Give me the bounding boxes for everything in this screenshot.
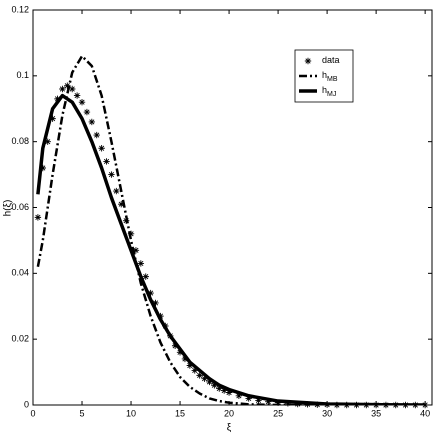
x-tick-label: 0 [30, 408, 35, 418]
data-point [147, 289, 154, 297]
data-point [127, 230, 135, 238]
legend-label-name: data [322, 55, 340, 65]
x-tick-label: 10 [126, 408, 136, 418]
data-point [265, 398, 272, 405]
x-tick-label: 35 [371, 408, 381, 418]
x-tick-label: 15 [175, 408, 185, 418]
data-point [191, 367, 198, 374]
legend-label-subscript: MB [327, 76, 338, 83]
data-point [201, 375, 208, 382]
y-axis-title: h(ξ) [3, 200, 14, 217]
legend-label-subscript: MJ [327, 91, 336, 98]
series-line [36, 93, 426, 405]
data-point [216, 385, 223, 392]
data-point [181, 355, 189, 363]
data-point [64, 82, 71, 89]
data-point [294, 400, 301, 408]
legend-symbol [304, 57, 312, 65]
data-point [421, 401, 429, 409]
data-point [152, 299, 159, 307]
data-point [113, 187, 120, 195]
data-point [235, 392, 243, 399]
data-point [225, 389, 233, 396]
data-point [93, 131, 100, 139]
data-point [211, 382, 218, 389]
y-tick-label: 0.04 [11, 268, 29, 278]
y-tick-label: 0.08 [11, 136, 29, 146]
x-tick-label: 25 [273, 408, 283, 418]
legend-label: hMB [322, 70, 338, 82]
x-axis-title: ξ [227, 423, 232, 434]
data-point [49, 115, 56, 122]
x-tick-label: 30 [322, 408, 332, 418]
data-point [78, 98, 86, 106]
y-tick-label: 0.12 [11, 4, 29, 14]
data-point [73, 92, 81, 99]
data-point [186, 362, 194, 369]
data-point [34, 214, 42, 221]
data-point [83, 108, 91, 116]
y-tick-label: 0.02 [11, 334, 29, 344]
data-point [88, 118, 96, 126]
data-point [255, 397, 262, 404]
data-point [54, 95, 61, 103]
data-point [44, 138, 51, 145]
data-point [132, 247, 140, 254]
data-point [103, 158, 110, 165]
legend-label-name: h [322, 85, 327, 95]
legend-label: hMJ [322, 85, 336, 97]
x-tick-label: 20 [224, 408, 234, 418]
data-point [39, 164, 47, 172]
x-tick-label: 40 [420, 408, 430, 418]
data-point [245, 395, 252, 402]
data-point [108, 171, 115, 178]
data-point [196, 372, 203, 379]
data-point [98, 145, 105, 152]
data-point [171, 342, 179, 349]
data-point [142, 273, 149, 280]
data-point [137, 260, 145, 267]
y-tick-label: 0.1 [16, 70, 29, 80]
legend-label: data [322, 55, 340, 65]
data-point [59, 85, 66, 93]
data-point [69, 85, 76, 93]
data-point [206, 378, 213, 386]
series-line [36, 54, 426, 405]
data-point [220, 387, 228, 394]
y-tick-label: 0 [24, 399, 29, 409]
legend-label-name: h [322, 70, 327, 80]
y-tick-label: 0.06 [11, 202, 29, 212]
data-point [118, 201, 125, 208]
x-tick-label: 5 [80, 408, 85, 418]
data-point [176, 349, 184, 356]
